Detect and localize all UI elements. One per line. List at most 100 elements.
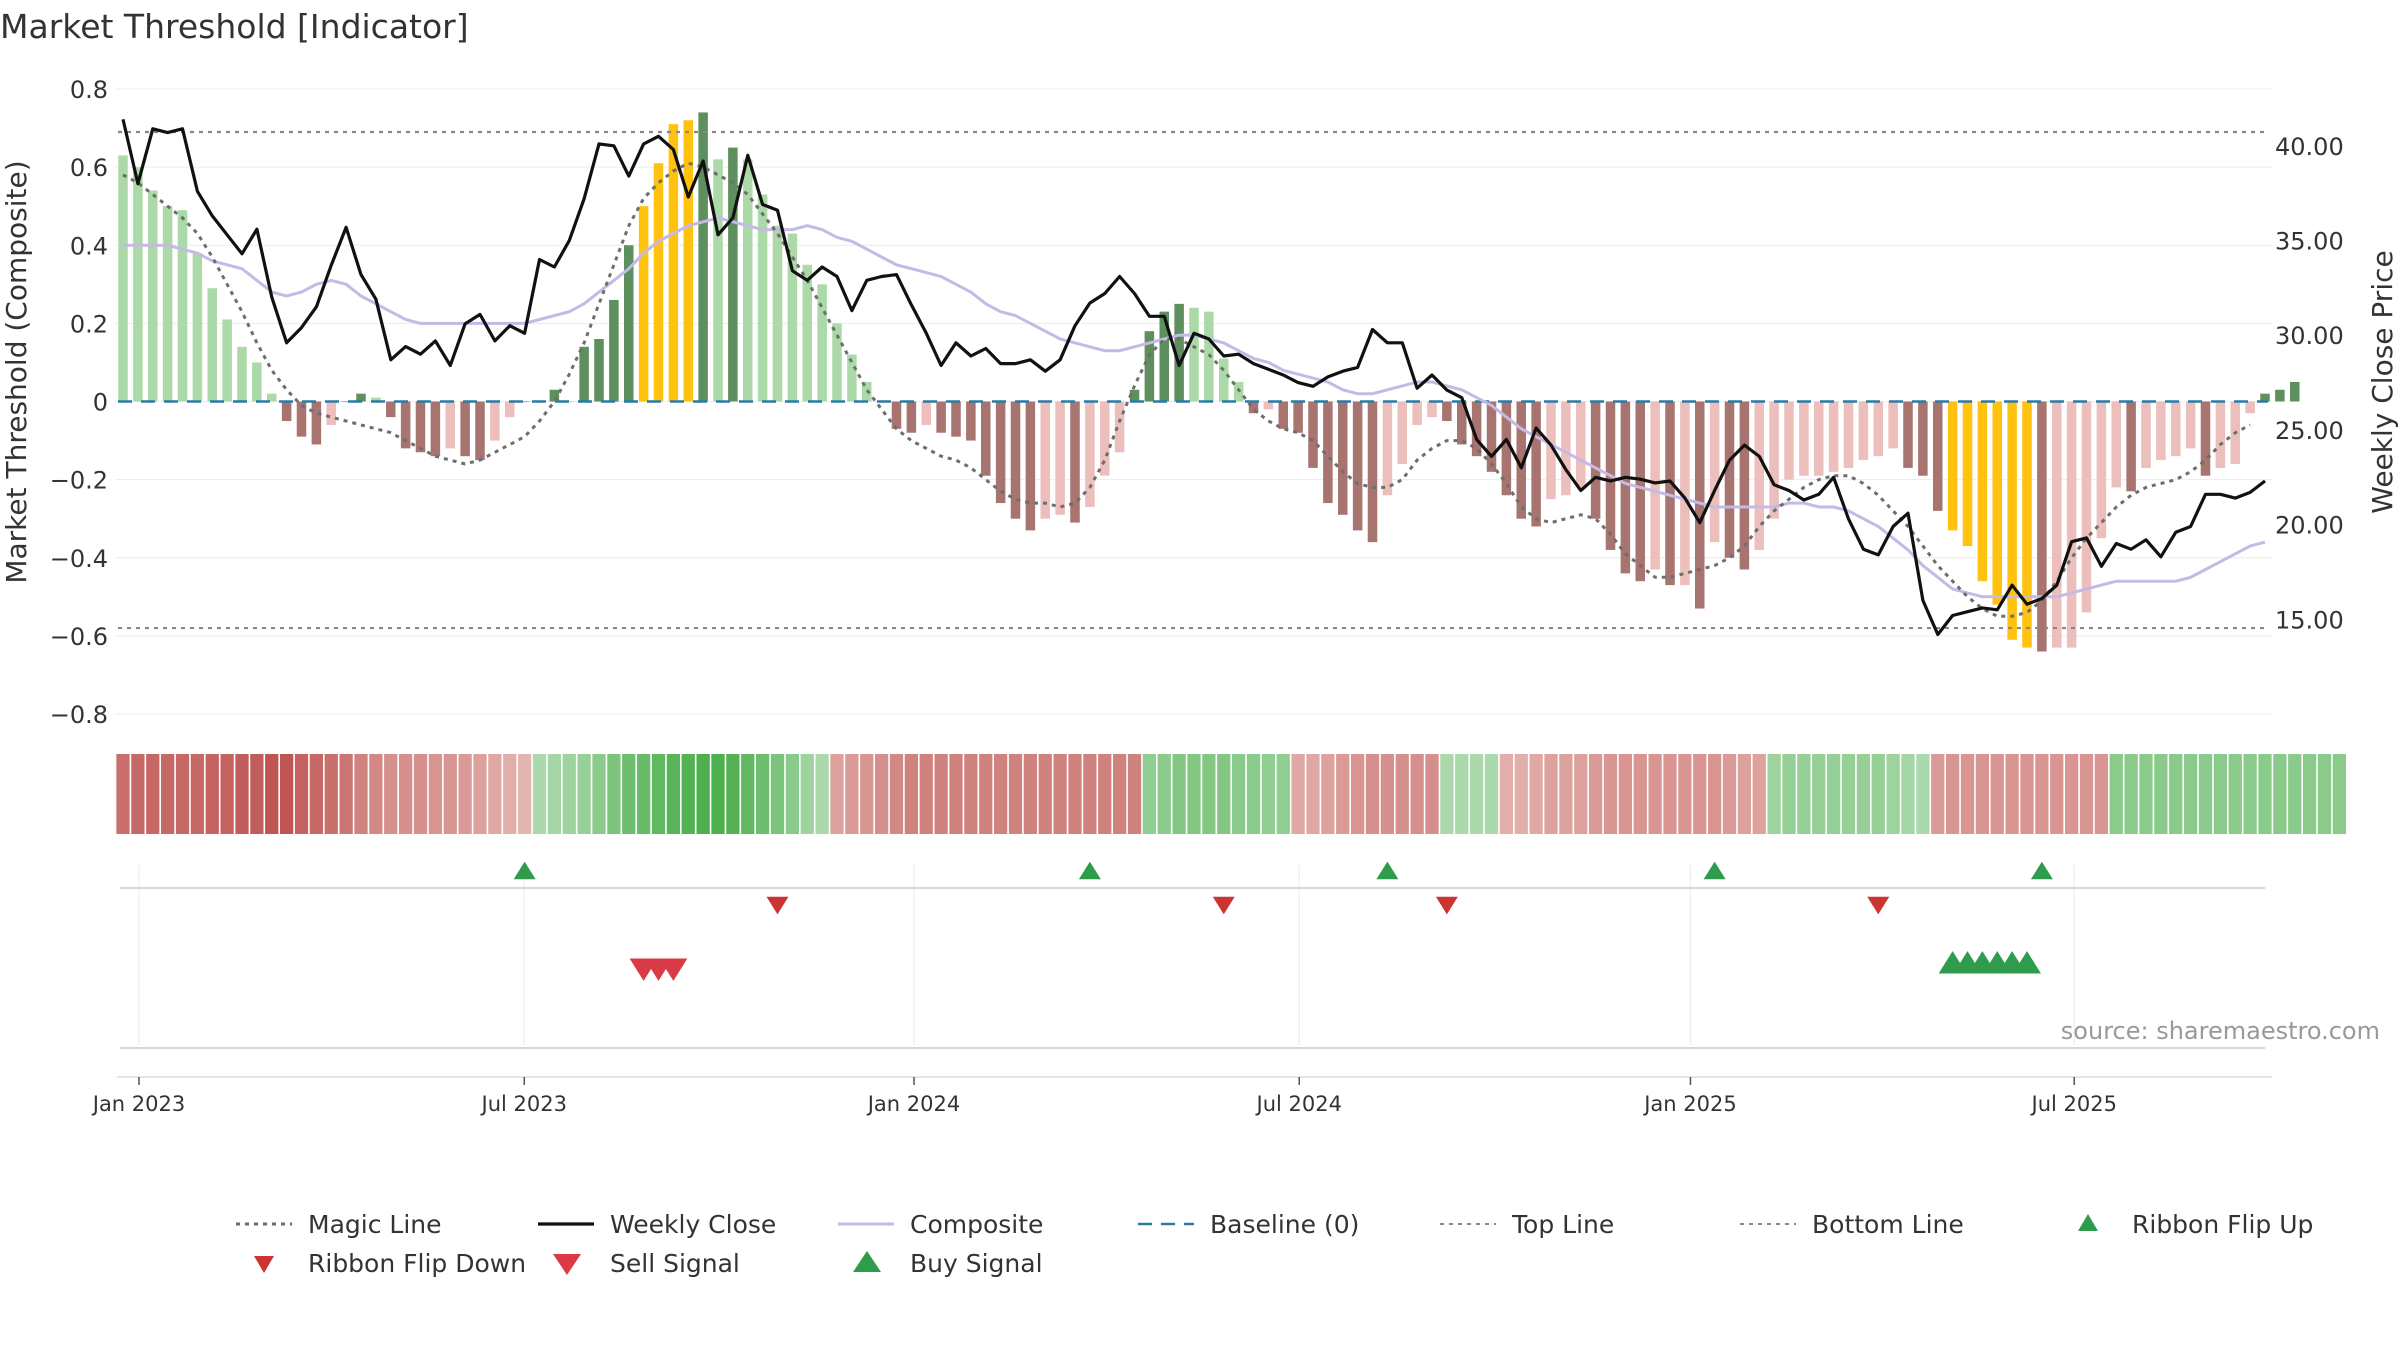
sell-signal-marker bbox=[659, 958, 688, 981]
legend-item: Composite bbox=[838, 1210, 1043, 1239]
composite-bar bbox=[475, 401, 485, 461]
composite-bar bbox=[594, 339, 604, 402]
legend-label: Sell Signal bbox=[610, 1249, 740, 1278]
ribbon-cell bbox=[770, 754, 785, 834]
ribbon-cell bbox=[964, 754, 978, 834]
ribbon-cell bbox=[517, 754, 532, 834]
composite-bar bbox=[2066, 401, 2077, 648]
ribbon-cell bbox=[2005, 754, 2019, 834]
ribbon-cell bbox=[1112, 754, 1127, 834]
composite-bar bbox=[1218, 358, 1229, 402]
composite-bar bbox=[936, 401, 946, 433]
composite-bar bbox=[1575, 401, 1586, 488]
indicator-lines bbox=[118, 118, 2268, 637]
composite-bar bbox=[1992, 401, 2003, 605]
left-tick-label: 0 bbox=[93, 389, 108, 417]
right-axis-ticks: 40.00 35.00 30.00 25.00 20.00 15.00 bbox=[2275, 133, 2344, 634]
composite-bar bbox=[966, 401, 976, 441]
ribbon-cell bbox=[1023, 754, 1038, 834]
composite-bar bbox=[1561, 401, 1571, 496]
ribbon-cell bbox=[2064, 754, 2079, 834]
composite-bar bbox=[1025, 401, 1036, 531]
ribbon-flip-down-marker bbox=[766, 896, 789, 915]
composite-bar bbox=[757, 194, 768, 402]
composite-bar bbox=[623, 245, 634, 402]
composite-bar bbox=[415, 401, 426, 453]
main-panel-grid bbox=[115, 88, 2272, 1045]
composite-bar bbox=[2051, 401, 2062, 648]
ribbon-cell bbox=[1172, 754, 1186, 834]
ribbon-cell bbox=[1678, 754, 1692, 834]
composite-bar bbox=[995, 401, 1006, 504]
composite-bar bbox=[2245, 401, 2255, 414]
composite-bar bbox=[1903, 401, 1913, 468]
ribbon-cell bbox=[1841, 754, 1856, 834]
composite-bar bbox=[1858, 401, 1869, 461]
composite-bar bbox=[1174, 303, 1184, 402]
composite-bar bbox=[1114, 401, 1125, 453]
left-tick-label: −0.8 bbox=[50, 701, 108, 729]
composite-bar bbox=[237, 346, 247, 402]
composite-bar bbox=[1501, 401, 1512, 496]
composite-bar bbox=[2289, 381, 2300, 402]
ribbon-cell bbox=[2332, 754, 2347, 834]
composite-bar bbox=[162, 206, 173, 402]
composite-bar bbox=[2275, 389, 2285, 402]
chart-title: Market Threshold [Indicator] bbox=[0, 7, 469, 46]
legend-label: Magic Line bbox=[308, 1210, 442, 1239]
ribbon-cell bbox=[1693, 754, 1707, 834]
composite-bar bbox=[1144, 331, 1155, 402]
composite-bar bbox=[638, 206, 649, 402]
ribbon-cell bbox=[1053, 754, 1067, 834]
ribbon-cell bbox=[146, 754, 160, 834]
legend-item: Buy Signal bbox=[853, 1249, 1043, 1278]
legend-item: Weekly Close bbox=[538, 1210, 776, 1239]
composite-bar bbox=[564, 401, 575, 403]
ribbon-cell bbox=[2154, 754, 2168, 834]
composite-bar bbox=[1442, 401, 1452, 422]
ribbon-cell bbox=[1157, 754, 1171, 834]
ribbon-cell bbox=[681, 754, 695, 834]
composite-bar bbox=[2037, 401, 2047, 652]
legend-label: Ribbon Flip Up bbox=[2132, 1210, 2313, 1239]
composite-bar bbox=[1352, 401, 1363, 531]
composite-bar bbox=[118, 155, 128, 402]
ribbon-cell bbox=[622, 754, 636, 834]
legend-swatch bbox=[553, 1254, 581, 1275]
composite-bar bbox=[490, 401, 500, 441]
right-axis-label: Weekly Close Price bbox=[2366, 250, 2399, 513]
composite-bar bbox=[460, 401, 470, 457]
ribbon-cell bbox=[339, 754, 353, 834]
composite-bar bbox=[1293, 401, 1303, 433]
ribbon-cell bbox=[741, 754, 755, 834]
composite-bar bbox=[192, 253, 203, 402]
ribbon-cell bbox=[1306, 754, 1320, 834]
ribbon-cell bbox=[2228, 754, 2242, 834]
composite-bar bbox=[787, 233, 798, 402]
ribbon-cell bbox=[1603, 754, 1618, 834]
composite-bar bbox=[281, 401, 292, 422]
ribbon-cell bbox=[845, 754, 859, 834]
ribbon-cell bbox=[1321, 754, 1335, 834]
composite-bar bbox=[177, 210, 188, 402]
ribbon-cell bbox=[250, 754, 264, 834]
ribbon-cell bbox=[428, 754, 443, 834]
composite-bar bbox=[1769, 401, 1779, 519]
composite-bar bbox=[1055, 401, 1065, 515]
composite-bar bbox=[1070, 401, 1080, 523]
ribbon-cell bbox=[815, 754, 829, 834]
ribbon-cell bbox=[1990, 754, 2004, 834]
composite-bar bbox=[832, 323, 842, 402]
composite-bar bbox=[906, 401, 917, 433]
composite-bar bbox=[1799, 401, 1809, 476]
ribbon-cell bbox=[1945, 754, 1960, 834]
ribbon-cell bbox=[473, 754, 487, 834]
ribbon-cell bbox=[2020, 754, 2034, 834]
x-tick-label: Jan 2024 bbox=[866, 1092, 961, 1116]
ribbon-cell bbox=[1083, 754, 1097, 834]
ribbon-cell bbox=[1663, 754, 1677, 834]
ribbon-cell bbox=[2035, 754, 2049, 834]
composite-bar bbox=[1367, 401, 1378, 543]
legend-item: Magic Line bbox=[236, 1210, 442, 1239]
ribbon-cell bbox=[190, 754, 205, 834]
